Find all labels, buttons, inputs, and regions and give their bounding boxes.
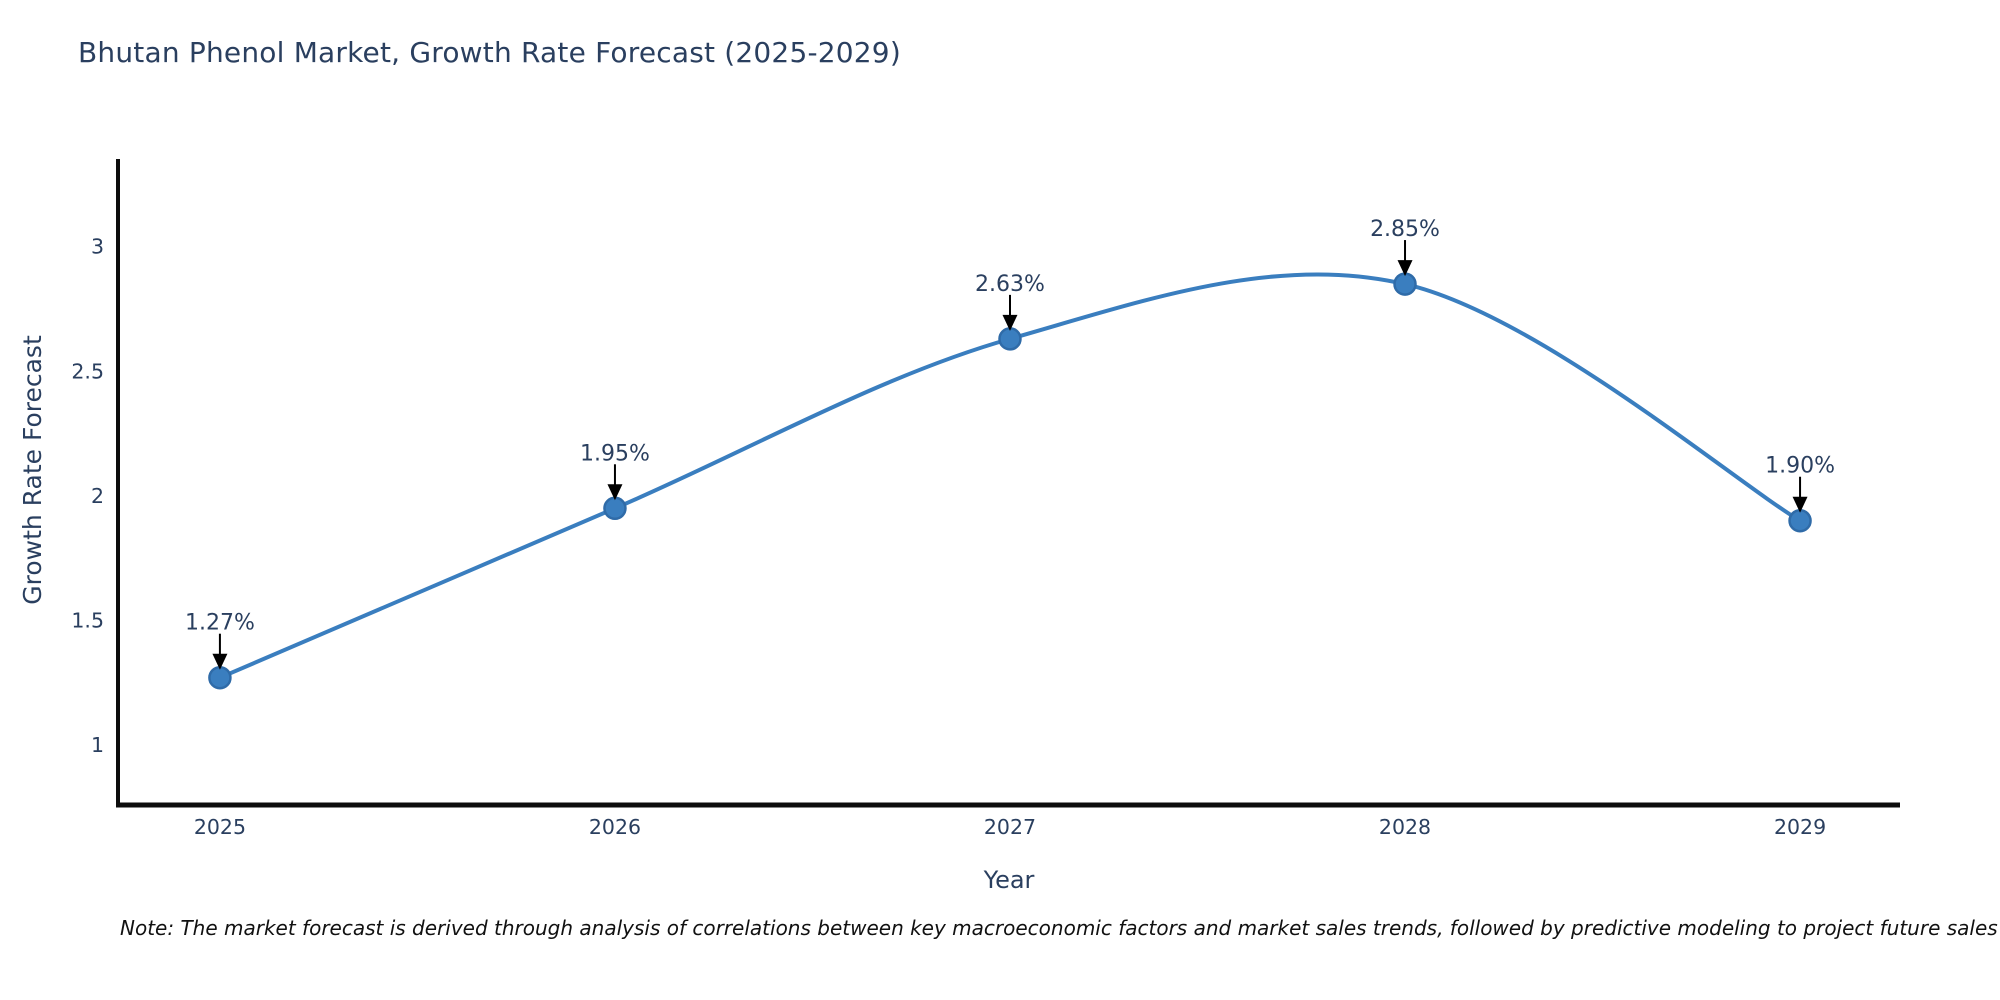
chart-title: Bhutan Phenol Market, Growth Rate Foreca… (78, 36, 901, 69)
x-tick-label: 2029 (1774, 815, 1826, 839)
x-tick-label: 2027 (984, 815, 1036, 839)
data-point-marker (998, 327, 1022, 351)
y-tick-label: 2.5 (71, 359, 104, 383)
footnote: Note: The market forecast is derived thr… (120, 916, 1998, 940)
data-point-marker (1788, 508, 1812, 533)
data-point-marker (208, 665, 232, 690)
annotation-arrowhead (1792, 496, 1808, 513)
data-point-label: 1.90% (1765, 454, 1835, 479)
data-point-marker (603, 496, 627, 521)
y-tick-label: 1.5 (71, 608, 104, 632)
annotation-arrowhead (212, 653, 228, 670)
x-axis-title: Year (983, 866, 1035, 894)
y-tick-label: 1 (91, 733, 104, 757)
data-point-label: 1.95% (580, 441, 650, 466)
x-tick-label: 2026 (589, 815, 641, 839)
x-tick-label: 2025 (194, 815, 246, 839)
y-tick-label: 3 (91, 235, 104, 259)
annotation-arrowhead (607, 484, 623, 501)
x-tick-label: 2028 (1379, 815, 1431, 839)
annotation-arrowhead (1397, 260, 1413, 277)
annotation-arrowhead (1002, 314, 1018, 331)
data-point-label: 2.85% (1370, 217, 1440, 242)
data-point-label: 1.27% (185, 611, 255, 636)
data-point-marker (1393, 272, 1417, 296)
data-point-label: 2.63% (975, 272, 1045, 297)
y-tick-label: 2 (91, 484, 104, 508)
